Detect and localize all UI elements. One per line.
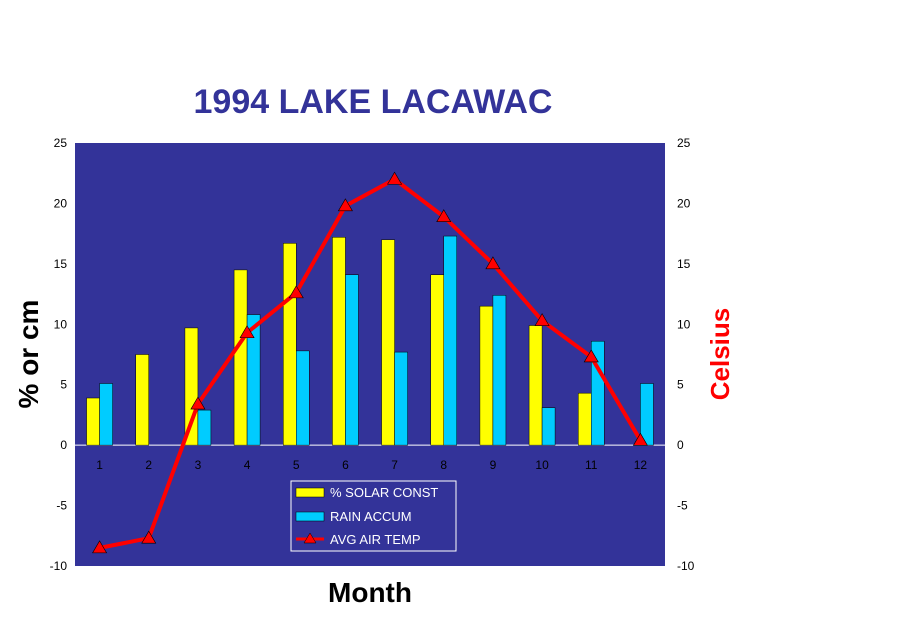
legend-swatch-temp-marker: [303, 532, 317, 544]
x-tick-label: 8: [440, 458, 447, 472]
y-tick-label-left: -5: [56, 499, 67, 513]
temp-point-11: [583, 349, 599, 363]
temp-point-7: [387, 171, 403, 185]
chart-title: 1994 LAKE LACAWAC: [194, 83, 553, 121]
y-tick-label-left: 20: [54, 196, 68, 210]
solar-bar-6: [332, 237, 346, 446]
rain-bar-3: [197, 409, 212, 446]
solar-bar-7: [381, 239, 395, 446]
rain-bar-11: [591, 340, 605, 446]
x-tick-label: 10: [535, 458, 549, 472]
temp-point-8: [436, 209, 452, 223]
y-tick-labels-right: -10 -5 0 5 10 15 20 25: [677, 136, 695, 573]
temp-line-group: [92, 171, 648, 554]
rain-bar-8: [443, 235, 457, 446]
rain-bar-10: [541, 407, 556, 446]
legend-swatch-rain: [295, 511, 325, 522]
temp-point-1: [92, 540, 108, 554]
rain-bar-9: [492, 295, 507, 446]
y-tick-label-left: 5: [60, 378, 67, 392]
rain-bar-7: [394, 351, 408, 446]
x-tick-label: 11: [585, 458, 598, 472]
temp-point-10: [534, 313, 550, 326]
y-tick-label-right: 15: [677, 257, 691, 271]
legend-label-solar: % SOLAR CONST: [330, 485, 438, 500]
x-tick-label: 4: [244, 458, 251, 472]
solar-bar-11: [578, 392, 592, 446]
y-tick-label-right: 10: [677, 317, 691, 331]
y-tick-label-left: 0: [60, 438, 67, 452]
temp-point-3: [190, 396, 206, 410]
legend: % SOLAR CONST RAIN ACCUM AVG AIR TEMP: [290, 480, 457, 552]
y-tick-labels-left: -10 -5 0 5 10 15 20 25: [50, 136, 68, 573]
x-axis-title: Month: [328, 577, 412, 608]
legend-swatch-solar: [295, 487, 325, 498]
y-tick-label-left: 15: [54, 257, 68, 271]
rain-bar-4: [246, 314, 261, 446]
temp-point-12: [632, 432, 648, 446]
temp-line: [99, 177, 643, 550]
y-tick-label-right: -5: [677, 499, 688, 513]
rain-bar-1: [99, 383, 113, 446]
temp-point-4: [239, 325, 255, 339]
y-tick-label-right: 5: [677, 378, 684, 392]
solar-bar-5: [283, 243, 297, 446]
rain-bar-6: [345, 274, 359, 446]
x-tick-label: 5: [293, 458, 300, 472]
temp-point-2: [141, 530, 157, 544]
y-axis-title: % or cm: [13, 300, 44, 409]
x-tick-label: 9: [490, 458, 497, 472]
x-tick-label: 3: [195, 458, 202, 472]
rain-bar-5: [296, 350, 310, 446]
x-tick-label: 1: [96, 458, 103, 472]
y-tick-label-right: -10: [677, 559, 695, 573]
x-tick-label: 6: [342, 458, 349, 472]
x-tick-label: 7: [391, 458, 398, 472]
temp-point-5: [288, 285, 304, 299]
y-tick-label-left: 25: [54, 136, 68, 150]
y-tick-label-right: 20: [677, 196, 691, 210]
temp-point-9: [485, 256, 501, 270]
y-tick-label-right: 0: [677, 438, 684, 452]
y2-axis-title: Celsius: [705, 308, 735, 401]
y-tick-label-left: 10: [54, 317, 68, 331]
x-tick-label: 12: [634, 458, 648, 472]
x-tick-labels: 1 2 3 4 5 6 7 8 9 10 11 12: [96, 458, 647, 472]
solar-bar-2: [135, 354, 149, 446]
temp-point-6: [337, 198, 353, 212]
legend-label-rain: RAIN ACCUM: [330, 509, 412, 524]
solar-bar-10: [528, 325, 543, 446]
y-tick-label-right: 25: [677, 136, 691, 150]
y-tick-label-left: -10: [50, 559, 68, 573]
solar-bar-8: [430, 274, 444, 446]
x-tick-label: 2: [145, 458, 152, 472]
solar-bar-9: [479, 305, 494, 446]
rain-bar-12: [640, 383, 654, 446]
solar-bar-4: [233, 269, 248, 446]
solar-bar-1: [86, 397, 100, 446]
bars-group: [86, 235, 654, 446]
legend-label-temp: AVG AIR TEMP: [330, 532, 421, 547]
